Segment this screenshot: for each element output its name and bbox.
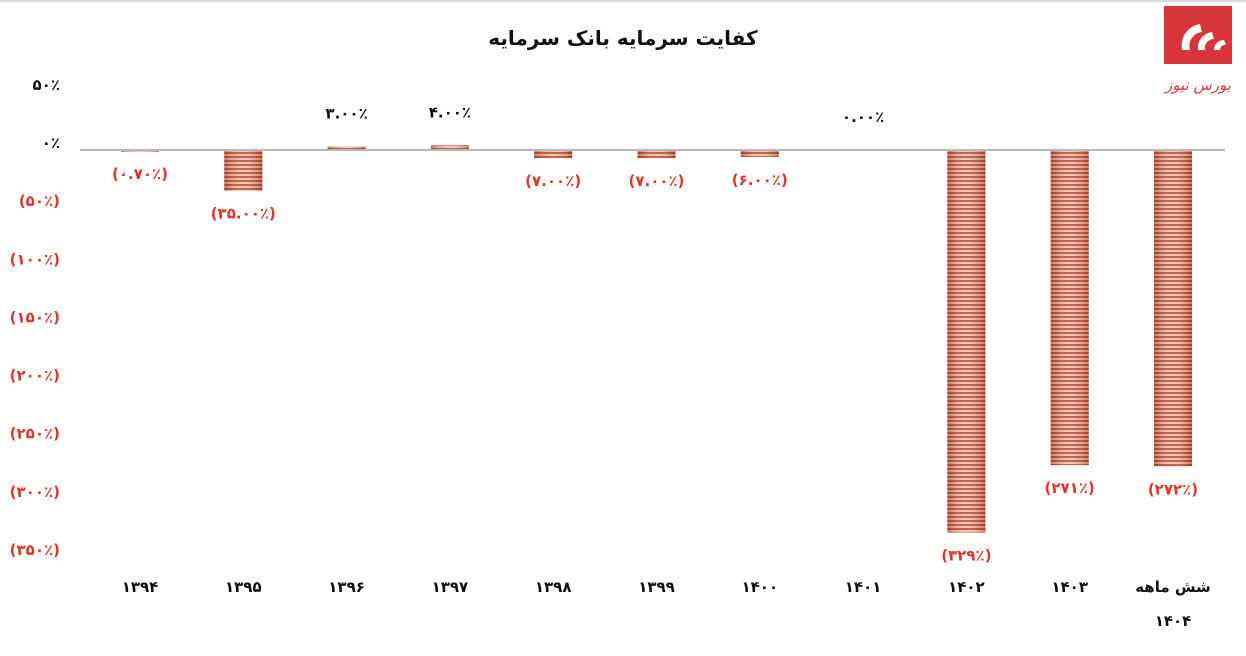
chart-title: کفایت سرمایه بانک سرمایه [488,26,758,50]
data-label: (۳۲۹٪) [941,547,991,565]
y-tick-label: (۳۵۰٪) [10,541,60,559]
data-label: (۶.۰۰٪) [732,171,788,189]
x-tick-label: شش ماهه [1135,578,1211,596]
x-tick-label: ۱۴۰۰ [741,578,778,596]
bar-shading [740,150,779,157]
x-tick-label: ۱۳۹۴ [122,578,159,596]
x-tick-label: ۱۴۰۱ [845,578,882,596]
bar-shading [224,150,263,191]
bar-shading [1050,150,1089,466]
y-tick-label: (۲۰۰٪) [10,367,60,385]
bar-shading [327,146,366,150]
y-tick-label: (۵۰٪) [19,192,60,210]
x-tick-label: ۱۳۹۷ [432,578,469,596]
data-label: (۳۵.۰۰٪) [211,205,276,223]
data-label: ۳.۰۰٪ [325,105,367,123]
bar-shading [534,150,573,159]
data-label: (۷.۰۰٪) [628,172,684,190]
y-tick-label: (۲۵۰٪) [10,425,60,443]
bourse-news-logo: بورس نیوز [1163,6,1232,94]
y-tick-label: (۱۰۰٪) [10,250,60,268]
data-label: ۰.۰۰٪ [842,108,884,126]
data-label: (۷.۰۰٪) [525,172,581,190]
y-tick-label: ۵۰٪ [33,76,60,94]
x-tick-label: ۱۳۹۵ [225,578,262,596]
x-tick-label: ۱۴۰۳ [1051,578,1088,596]
x-tick-label: ۱۳۹۸ [535,578,572,596]
bar-shading [947,150,986,533]
x-tick-label: ۱۴۰۴ [1155,612,1192,630]
data-label: (۰.۷۰٪) [112,165,168,183]
svg-text:بورس نیوز: بورس نیوز [1163,76,1231,94]
data-label: (۲۷۲٪) [1148,480,1198,498]
x-tick-label: ۱۳۹۶ [328,578,365,596]
bar-shading [430,145,469,150]
bar-shading [1154,150,1192,467]
y-tick-label: (۱۵۰٪) [10,308,60,326]
bar-shading [637,150,676,159]
data-label: (۲۷۱٪) [1045,479,1095,497]
y-tick-label: ۰٪ [42,134,60,152]
x-tick-label: ۱۴۰۲ [948,578,985,596]
y-tick-label: (۳۰۰٪) [10,483,60,501]
x-tick-label: ۱۳۹۹ [638,578,675,596]
top-border [0,0,1246,2]
data-label: ۴.۰۰٪ [429,103,471,121]
